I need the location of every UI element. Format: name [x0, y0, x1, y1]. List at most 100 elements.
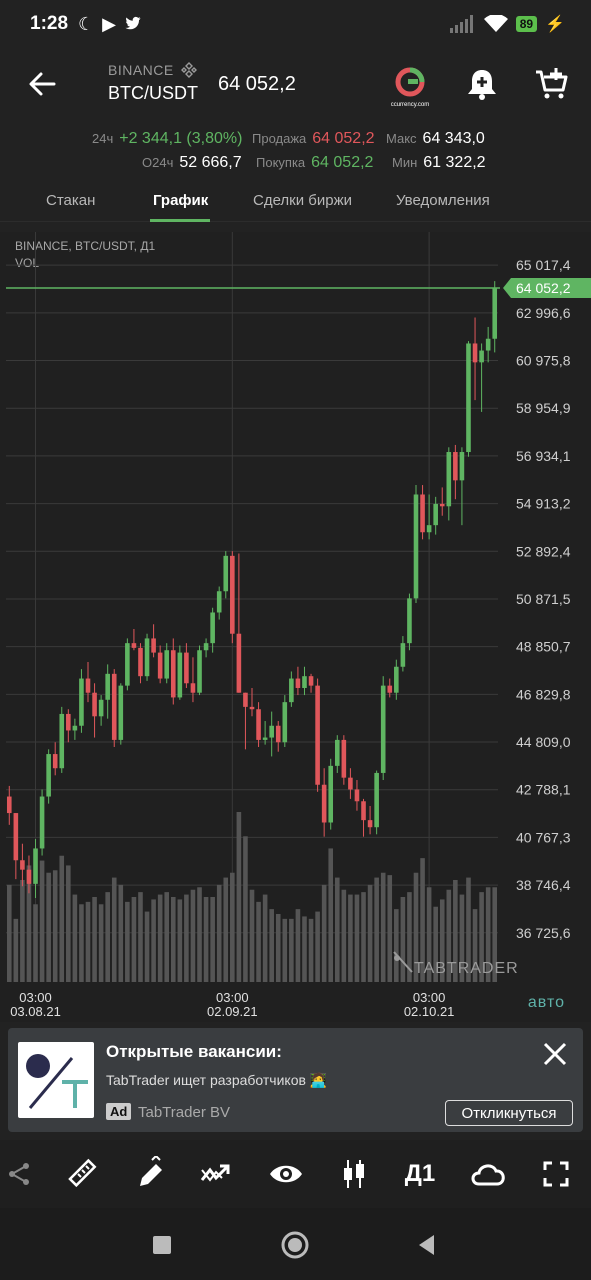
active-tab-indicator — [150, 219, 210, 222]
candle-body — [79, 678, 84, 726]
volume-label: О24ч — [142, 155, 174, 170]
tab-chart[interactable]: График — [153, 192, 209, 209]
candle-body — [269, 725, 274, 738]
y-tick-label: 54 913,2 — [516, 496, 571, 512]
header-price: 64 052,2 — [218, 73, 296, 95]
candle-body — [46, 754, 51, 797]
ad-apply-button[interactable]: Откликнуться — [445, 1100, 573, 1126]
volume-bar — [262, 894, 268, 982]
ruler-icon[interactable] — [62, 1154, 102, 1194]
auto-scale-button[interactable]: авто — [527, 994, 565, 1011]
eye-icon[interactable] — [266, 1154, 306, 1194]
volume-bar — [79, 904, 84, 982]
volume-bar — [98, 904, 104, 982]
current-price-label: 64 052,2 — [516, 280, 571, 296]
x-tick-time: 03:00 — [413, 990, 446, 1005]
tabtrader-watermark-icon — [393, 951, 413, 973]
x-tick-time: 03:00 — [216, 990, 249, 1005]
ad-title: Открытые вакансии: — [106, 1042, 282, 1061]
volume-bar — [374, 877, 379, 982]
candle-body — [197, 650, 202, 693]
ticker-stats: 24ч +2 344,1 (3,80%) О24ч 52 666,7 Продажа… — [0, 128, 591, 178]
tab-notifications[interactable]: Уведомления — [396, 192, 490, 209]
candle-body — [203, 643, 209, 651]
volume-bar — [302, 916, 307, 982]
volume-bar — [275, 914, 281, 982]
candle-body — [400, 643, 406, 667]
cart-add-icon[interactable] — [534, 66, 570, 102]
candle-body — [472, 343, 478, 363]
volume-bar — [282, 918, 288, 982]
volume-bar — [315, 911, 320, 982]
volume-bar — [492, 887, 498, 982]
recents-icon[interactable] — [147, 1230, 177, 1260]
ccurrency-logo-icon[interactable]: ccurrency.com — [388, 64, 432, 110]
chart-toolbar: Д1 — [0, 1140, 591, 1208]
volume-bar — [138, 892, 143, 982]
tab-order-book[interactable]: Стакан — [46, 192, 96, 209]
volume-bar — [453, 880, 458, 982]
buy-price: Покупка 64 052,2 — [256, 154, 373, 172]
bell-add-icon[interactable] — [464, 66, 500, 102]
volume-bar — [321, 884, 327, 982]
volume-bar — [203, 897, 209, 982]
moon-icon: ☾ — [78, 13, 95, 34]
volume-bar — [72, 894, 78, 982]
status-time: 1:28 — [30, 13, 69, 34]
price-chart-area[interactable]: BINANCE, BTC/USDT, Д1 VOL 65 017,4 62 996… — [0, 232, 591, 1022]
candle-body — [13, 813, 19, 861]
candle-body — [341, 739, 347, 778]
svg-text:ccurrency.com: ccurrency.com — [391, 102, 430, 108]
back-triangle-icon[interactable] — [412, 1230, 442, 1260]
volume-bar — [249, 889, 255, 982]
cloud-icon[interactable] — [468, 1154, 508, 1194]
ad-banner[interactable]: Открытые вакансии: TabTrader ищет разраб… — [8, 1028, 583, 1132]
back-arrow-icon[interactable] — [24, 66, 60, 102]
candle-body — [446, 452, 452, 507]
candle-body — [407, 598, 412, 644]
pencil-icon[interactable] — [130, 1154, 170, 1194]
volume-bar — [111, 877, 117, 982]
volume-bar — [400, 897, 406, 982]
change-label: 24ч — [92, 131, 114, 146]
candle-body — [295, 678, 301, 688]
candle-body — [485, 338, 491, 351]
volume-bar — [223, 877, 229, 982]
volume-bar — [184, 894, 189, 982]
y-tick-label: 56 934,1 — [516, 448, 571, 464]
candle-body — [144, 638, 150, 677]
volume-bar — [341, 889, 347, 982]
system-navigation-bar — [0, 1208, 591, 1280]
y-tick-label: 44 809,0 — [516, 734, 571, 750]
candle-body — [334, 739, 340, 766]
candle-body — [20, 860, 25, 870]
volume-bar — [433, 906, 438, 982]
candles-icon[interactable] — [334, 1154, 374, 1194]
share-icon[interactable] — [0, 1154, 40, 1194]
timeframe-button[interactable]: Д1 — [400, 1154, 440, 1194]
close-icon[interactable] — [541, 1040, 569, 1068]
play-icon: ▶ — [102, 13, 117, 34]
buy-label: Покупка — [256, 155, 306, 170]
home-icon[interactable] — [280, 1230, 310, 1260]
tabtrader-ad-logo-icon — [18, 1042, 94, 1118]
pair-name[interactable]: BTC/USDT — [108, 83, 198, 103]
candle-body — [210, 612, 215, 644]
y-tick-label: 65 017,4 — [516, 257, 571, 273]
candle-body — [492, 287, 498, 339]
candle-body — [459, 452, 465, 481]
volume-bar — [26, 865, 32, 982]
volume-24h: О24ч 52 666,7 — [142, 154, 242, 172]
fullscreen-icon[interactable] — [536, 1154, 576, 1194]
volume-bar — [118, 884, 124, 982]
volume-bar — [59, 855, 65, 982]
indicators-icon[interactable] — [196, 1154, 236, 1194]
min-label: Мин — [392, 155, 418, 170]
twitter-icon — [125, 16, 141, 29]
tab-trades[interactable]: Сделки биржи — [253, 192, 353, 209]
volume-bar — [354, 894, 360, 982]
candle-body — [223, 555, 229, 592]
volume-bar — [256, 901, 261, 982]
candlestick-chart[interactable]: 65 017,4 62 996,6 60 975,8 58 954,9 56 934,1… — [0, 232, 591, 1022]
volume-bar — [39, 860, 45, 982]
